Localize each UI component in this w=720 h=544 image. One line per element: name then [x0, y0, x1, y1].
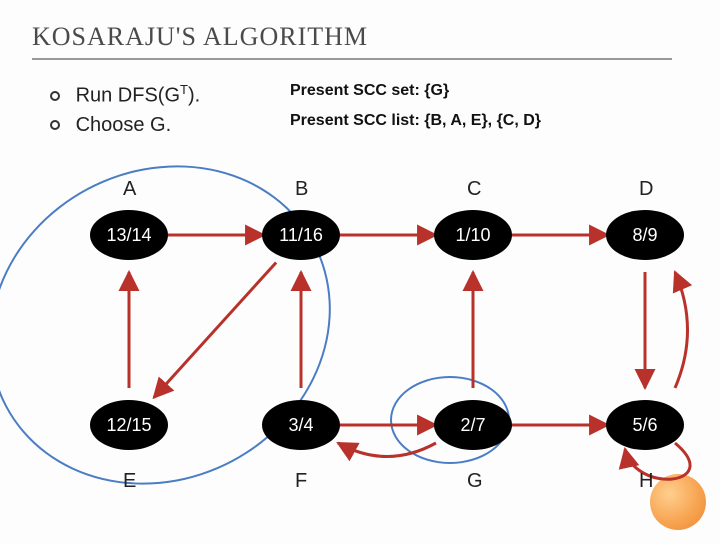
- bullet-list: Run DFS(GT). Choose G.: [50, 82, 200, 143]
- slide-title: KOSARAJU'S ALGORITHM: [32, 22, 368, 52]
- graph-node-label-a: A: [123, 178, 136, 201]
- graph-node-e: 12/15: [90, 400, 168, 450]
- present-scc-set: Present SCC set: {G}: [290, 82, 541, 100]
- graph-node-label-d: D: [639, 178, 653, 201]
- edge-g-f: [338, 443, 436, 457]
- bullet-1-sup: T: [180, 82, 188, 97]
- graph-node-label-f: F: [295, 470, 307, 493]
- graph-node-f: 3/4: [262, 400, 340, 450]
- edge-h-d: [675, 272, 688, 388]
- bullet-1-text-post: ).: [188, 85, 200, 107]
- graph-node-b: 11/16: [262, 210, 340, 260]
- bullet-2: Choose G.: [50, 114, 200, 137]
- bullet-1: Run DFS(GT).: [50, 82, 200, 108]
- graph-area: 13/14 11/16 1/10 8/9 12/15 3/4 2/7 5/6 A B C D E F G H: [0, 160, 720, 520]
- graph-node-label-g: G: [467, 470, 483, 493]
- graph-node-label-h: H: [639, 470, 653, 493]
- graph-node-label-c: C: [467, 178, 481, 201]
- title-underline: [32, 58, 672, 60]
- graph-node-label-b: B: [295, 178, 308, 201]
- bullet-1-text-pre: Run DFS(G: [76, 85, 180, 107]
- graph-node-label-e: E: [123, 470, 136, 493]
- bullet-marker-icon: [50, 120, 60, 130]
- present-scc-list: Present SCC list: {B, A, E}, {C, D}: [290, 112, 541, 130]
- graph-node-d: 8/9: [606, 210, 684, 260]
- bullet-marker-icon: [50, 91, 60, 101]
- graph-node-g: 2/7: [434, 400, 512, 450]
- bullet-2-text: Choose G.: [76, 114, 172, 136]
- edge-b-e: [154, 262, 276, 397]
- graph-node-h: 5/6: [606, 400, 684, 450]
- graph-node-c: 1/10: [434, 210, 512, 260]
- present-info: Present SCC set: {G} Present SCC list: {…: [290, 82, 541, 142]
- graph-node-a: 13/14: [90, 210, 168, 260]
